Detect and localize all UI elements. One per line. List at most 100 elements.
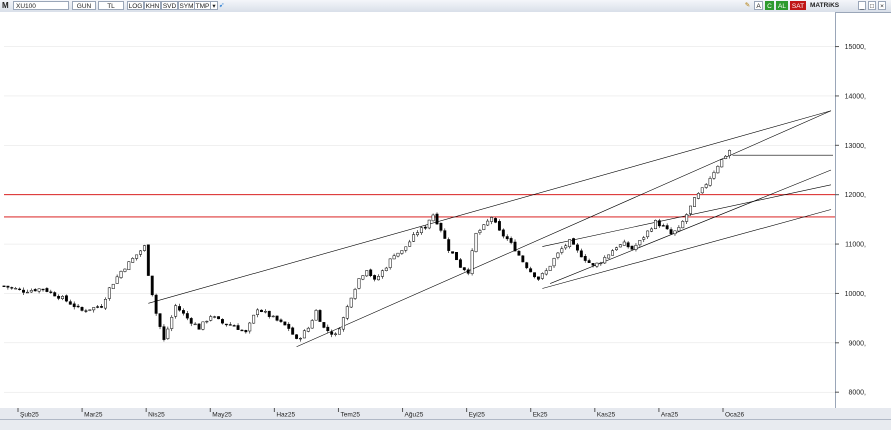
trendline[interactable] — [148, 110, 832, 304]
candle-body — [696, 193, 700, 199]
candle-body — [548, 265, 552, 271]
minimize-icon[interactable]: _ — [858, 1, 866, 10]
candle-body — [49, 291, 53, 293]
candle-body — [92, 307, 96, 311]
candle-body — [611, 250, 614, 256]
pencil-icon[interactable]: ✎ — [744, 2, 751, 9]
template-button[interactable]: TMP — [194, 1, 211, 10]
c-button[interactable]: C — [765, 1, 774, 10]
matriks-brand: MATRiKS — [810, 2, 840, 9]
candle-body — [123, 268, 127, 272]
candle-body — [353, 288, 357, 299]
candle-body — [626, 242, 630, 248]
candle-body — [334, 333, 338, 335]
candle-body — [224, 323, 228, 326]
candle-body — [345, 306, 349, 319]
close-icon[interactable]: × — [878, 1, 886, 10]
save-view-button[interactable]: SVD — [161, 1, 178, 10]
plot-area[interactable] — [0, 12, 835, 407]
candle-body — [419, 227, 423, 234]
symbol-button[interactable]: SYM — [178, 1, 195, 10]
x-tick-label: Haz25 — [276, 412, 295, 419]
candle-body — [599, 262, 603, 265]
candle-body — [443, 230, 447, 239]
candle-body — [25, 291, 29, 294]
log-scale-button[interactable]: LOG — [127, 1, 144, 10]
candle-body — [154, 294, 158, 314]
period-select[interactable]: GUN — [72, 1, 96, 10]
candle-body — [142, 245, 146, 251]
candle-body — [45, 288, 49, 292]
candle-body — [365, 270, 369, 277]
chevron-down-icon[interactable]: ▾ — [210, 1, 218, 10]
candle-body — [295, 334, 299, 339]
candle-body — [146, 244, 150, 276]
candle-body — [525, 262, 529, 269]
price-axis[interactable]: 8000, 9000, 10000, 11000, 12000, 13000, 14000,… — [835, 44, 866, 397]
candle-body — [470, 250, 474, 274]
candle-body — [618, 244, 622, 248]
candle-body — [193, 323, 197, 326]
price-chart[interactable]: 8000, 9000, 10000, 11000, 12000, 13000, 14000,… — [0, 12, 891, 419]
x-tick-label: Ara25 — [661, 412, 679, 419]
candles — [2, 149, 732, 342]
candle-body — [326, 326, 330, 332]
candle-body — [529, 268, 533, 273]
candle-body — [33, 289, 37, 292]
pin-icon[interactable]: ➹ — [219, 2, 225, 9]
candle-body — [107, 287, 111, 299]
x-tick-label: May25 — [212, 412, 232, 419]
candle-body — [552, 258, 556, 267]
trendline[interactable] — [542, 209, 832, 289]
candle-body — [14, 288, 18, 290]
y-tick-label: 11000, — [845, 242, 866, 249]
candle-body — [369, 269, 373, 277]
candle-body — [392, 255, 396, 260]
candle-body — [466, 269, 470, 274]
candle-body — [673, 230, 677, 235]
maximize-icon[interactable]: □ — [868, 1, 876, 10]
a-button[interactable]: A — [754, 1, 763, 10]
candle-body — [462, 267, 466, 271]
candle-body — [178, 306, 181, 311]
candle-body — [267, 310, 271, 317]
x-tick-label: Ağu25 — [405, 412, 424, 419]
candle-body — [357, 278, 361, 289]
candle-body — [236, 325, 240, 330]
candle-body — [501, 229, 505, 237]
candle-body — [700, 187, 704, 194]
candle-body — [661, 225, 665, 227]
candle-body — [299, 337, 302, 340]
buy-button[interactable]: AL — [776, 1, 788, 10]
chart-toolbar: M XU100 GUN TL LOG KHN SVD SYM TMP ▾ ➹ ✎… — [0, 0, 891, 13]
time-axis: Şub25 Mar25 Nis25 May25 Haz25 Tem25 Ağu25 Eyl25… — [17, 408, 745, 419]
symbol-input[interactable]: XU100 — [13, 1, 69, 10]
candle-body — [256, 309, 260, 315]
candle-body — [291, 327, 295, 335]
candle-body — [439, 222, 443, 231]
candle-body — [373, 275, 377, 280]
candle-body — [217, 316, 221, 320]
horizontal-scrollbar[interactable] — [0, 419, 891, 430]
candle-body — [127, 261, 131, 271]
candle-body — [61, 296, 64, 300]
time-axis-strip[interactable] — [0, 408, 891, 419]
candle-body — [209, 316, 213, 321]
candle-body — [158, 313, 162, 327]
candle-body — [685, 214, 689, 222]
candle-body — [716, 165, 720, 174]
candle-body — [579, 250, 583, 258]
channel-button[interactable]: KHN — [144, 1, 161, 10]
candle-body — [302, 330, 306, 339]
candle-body — [41, 288, 45, 291]
currency-select[interactable]: TL — [98, 1, 124, 10]
candle-body — [423, 226, 427, 229]
candle-body — [521, 255, 525, 263]
candle-body — [497, 221, 501, 231]
candle-body — [213, 316, 217, 318]
trendline[interactable] — [296, 110, 832, 348]
candle-body — [568, 239, 572, 247]
candle-body — [76, 305, 80, 308]
sell-button[interactable]: SAT — [790, 1, 806, 10]
